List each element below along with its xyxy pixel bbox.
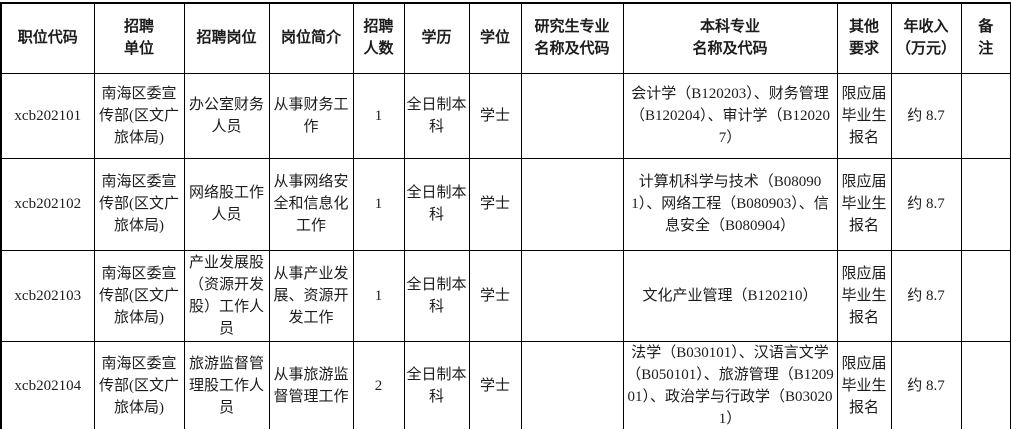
- cell-degree: 学士: [468, 340, 522, 429]
- column-header-recruit-post: 招聘岗位: [183, 2, 270, 74]
- cell-annual-income: 约 8.7: [890, 340, 962, 429]
- cell-graduate-major: [520, 72, 624, 159]
- cell-education: 全日制本科: [403, 249, 470, 342]
- cell-post-summary: 从事财务工作: [268, 72, 354, 159]
- cell-position-code: xcb202104: [0, 340, 95, 429]
- cell-headcount: 1: [352, 157, 405, 251]
- cell-headcount: 1: [352, 72, 405, 159]
- cell-undergrad-major: 计算机科学与技术（B080901）、网络工程（B080903）、信息安全（B08…: [622, 157, 838, 251]
- cell-degree: 学士: [468, 249, 522, 342]
- column-header-other-req: 其他 要求: [836, 2, 892, 74]
- table-row: xcb202104 南海区委宣传部(区文广旅体局) 旅游监督管理股工作人员 从事…: [0, 340, 1011, 429]
- cell-degree: 学士: [468, 72, 522, 159]
- column-header-graduate-major: 研究生专业 名称及代码: [520, 2, 624, 74]
- cell-recruit-post: 旅游监督管理股工作人员: [183, 340, 270, 429]
- column-header-annual-income: 年收入 （万元）: [890, 2, 962, 74]
- cell-position-code: xcb202101: [0, 72, 95, 159]
- cell-headcount: 2: [352, 340, 405, 429]
- cell-graduate-major: [520, 157, 624, 251]
- cell-other-req: 限应届毕业生报名: [836, 72, 892, 159]
- cell-post-summary: 从事产业发展、资源开发工作: [268, 249, 354, 342]
- cell-other-req: 限应届毕业生报名: [836, 157, 892, 251]
- cell-recruit-unit: 南海区委宣传部(区文广旅体局): [93, 340, 185, 429]
- cell-position-code: xcb202103: [0, 249, 95, 342]
- cell-recruit-post: 产业发展股（资源开发股）工作人员: [183, 249, 270, 342]
- cell-recruit-unit: 南海区委宣传部(区文广旅体局): [93, 249, 185, 342]
- table-row: xcb202101 南海区委宣传部(区文广旅体局) 办公室财务人员 从事财务工作…: [0, 72, 1011, 159]
- cell-post-summary: 从事网络安全和信息化工作: [268, 157, 354, 251]
- cell-remarks: [960, 72, 1011, 159]
- header-row: 职位代码 招聘 单位 招聘岗位 岗位简介 招聘 人数 学历 学位 研究生专业 名…: [0, 2, 1011, 74]
- cell-recruit-post: 办公室财务人员: [183, 72, 270, 159]
- cell-position-code: xcb202102: [0, 157, 95, 251]
- cell-remarks: [960, 249, 1011, 342]
- cell-headcount: 1: [352, 249, 405, 342]
- table-row: xcb202103 南海区委宣传部(区文广旅体局) 产业发展股（资源开发股）工作…: [0, 249, 1011, 342]
- cell-post-summary: 从事旅游监督管理工作: [268, 340, 354, 429]
- column-header-degree: 学位: [468, 2, 522, 74]
- cell-other-req: 限应届毕业生报名: [836, 249, 892, 342]
- cell-education: 全日制本科: [403, 157, 470, 251]
- cell-education: 全日制本科: [403, 340, 470, 429]
- cell-undergrad-major: 文化产业管理（B120210）: [622, 249, 838, 342]
- cell-annual-income: 约 8.7: [890, 72, 962, 159]
- column-header-recruit-unit: 招聘 单位: [93, 2, 185, 74]
- table-row: xcb202102 南海区委宣传部(区文广旅体局) 网络股工作人员 从事网络安全…: [0, 157, 1011, 251]
- cell-remarks: [960, 157, 1011, 251]
- column-header-headcount: 招聘 人数: [352, 2, 405, 74]
- cell-other-req: 限应届毕业生报名: [836, 340, 892, 429]
- cell-recruit-unit: 南海区委宣传部(区文广旅体局): [93, 157, 185, 251]
- cell-graduate-major: [520, 340, 624, 429]
- column-header-position-code: 职位代码: [0, 2, 95, 74]
- cell-education: 全日制本科: [403, 72, 470, 159]
- column-header-remarks: 备 注: [960, 2, 1011, 74]
- cell-annual-income: 约 8.7: [890, 249, 962, 342]
- cell-undergrad-major: 法学（B030101）、汉语言文学（B050101）、旅游管理（B120901）…: [622, 340, 838, 429]
- cell-degree: 学士: [468, 157, 522, 251]
- cell-recruit-post: 网络股工作人员: [183, 157, 270, 251]
- cell-annual-income: 约 8.7: [890, 157, 962, 251]
- cell-recruit-unit: 南海区委宣传部(区文广旅体局): [93, 72, 185, 159]
- cell-undergrad-major: 会计学（B120203）、财务管理（B120204）、审计学（B120207）: [622, 72, 838, 159]
- column-header-post-summary: 岗位简介: [268, 2, 354, 74]
- column-header-education: 学历: [403, 2, 470, 74]
- cell-graduate-major: [520, 249, 624, 342]
- cell-remarks: [960, 340, 1011, 429]
- column-header-undergrad-major: 本科专业 名称及代码: [622, 2, 838, 74]
